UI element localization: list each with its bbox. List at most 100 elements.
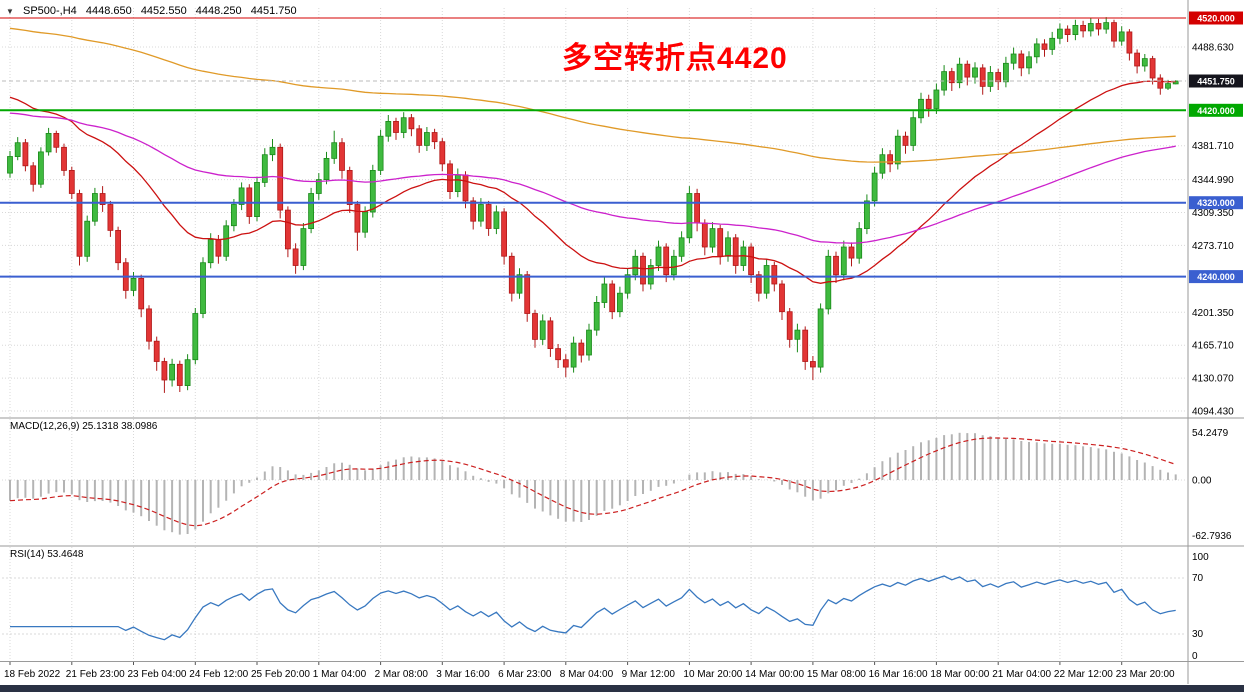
candle-up	[516, 274, 523, 294]
rsi-axis-label: 100	[1192, 552, 1209, 563]
candle-up	[300, 228, 307, 266]
candle-up	[709, 228, 716, 248]
candle-up	[261, 154, 268, 183]
candle-up	[130, 277, 137, 291]
candle-up	[817, 308, 824, 368]
candle-up	[493, 211, 500, 229]
candle-down	[284, 209, 291, 250]
price-axis-label: 4488.630	[1192, 43, 1234, 54]
price-axis-label: 4094.430	[1192, 407, 1234, 418]
price-badge-hline-blue	[1189, 270, 1243, 284]
candle-down	[1041, 43, 1048, 50]
candle-down	[663, 246, 670, 276]
candle-up	[1118, 31, 1125, 42]
candle-up	[1049, 37, 1056, 50]
candle-down	[1126, 31, 1133, 54]
candle-down	[925, 98, 932, 109]
candle-down	[277, 146, 284, 211]
time-axis-label: 15 Mar 08:00	[807, 669, 866, 680]
ma-fast-red	[9, 80, 1176, 284]
candle-up	[632, 255, 639, 276]
time-axis-label: 16 Mar 16:00	[869, 669, 928, 680]
price-badge-label: 4240.000	[1197, 272, 1235, 282]
price-badge-label: 4320.000	[1197, 198, 1235, 208]
candle-up	[647, 265, 654, 285]
candle-up	[864, 200, 870, 229]
candle-down	[771, 265, 778, 285]
candle-up	[686, 193, 693, 239]
window-bottom-bar	[0, 685, 1244, 692]
candle-down	[547, 320, 554, 349]
time-axis-label: 21 Mar 04:00	[992, 669, 1051, 680]
candle-up	[377, 135, 384, 171]
candle-down	[1149, 58, 1156, 79]
candle-up	[1033, 43, 1040, 58]
candle-down	[354, 204, 361, 233]
rsi-axis-label: 0	[1192, 651, 1198, 662]
candle-up	[369, 169, 376, 213]
time-axis-label: 8 Mar 04:00	[560, 669, 614, 680]
candle-down	[786, 311, 793, 340]
candle-up	[230, 204, 237, 227]
candle-up	[539, 320, 546, 340]
candle-up	[223, 225, 230, 257]
candle-up	[184, 359, 191, 387]
candle-down	[717, 228, 724, 257]
chart-annotation-text[interactable]: 多空转折点4420	[562, 42, 788, 75]
candle-down	[694, 193, 700, 224]
candle-down	[1064, 28, 1071, 36]
candle-down	[393, 121, 399, 133]
price-axis-label: 4130.070	[1192, 374, 1234, 385]
candle-down	[292, 248, 299, 266]
candle-down	[339, 142, 345, 171]
macd-axis-label: -62.7936	[1192, 531, 1232, 542]
candle-up	[192, 313, 199, 361]
candle-down	[948, 71, 955, 84]
candle-up	[38, 151, 44, 185]
time-axis-label: 25 Feb 20:00	[251, 669, 310, 680]
candle-down	[76, 193, 83, 257]
candle-up	[617, 292, 623, 313]
candle-up	[763, 265, 770, 294]
price-badge-label: 4420.000	[1197, 106, 1235, 116]
candle-down	[578, 342, 585, 356]
candle-down	[802, 329, 809, 362]
candle-up	[308, 193, 315, 229]
candle-down	[439, 141, 446, 165]
candle-down	[30, 165, 37, 185]
price-badge-label: 4520.000	[1197, 14, 1235, 24]
candle-up	[207, 239, 214, 264]
candle-up	[794, 329, 801, 340]
candle-down	[810, 361, 816, 368]
symbol-marker-icon: ▼	[6, 7, 14, 16]
candle-down	[964, 63, 971, 78]
symbol-period-label: SP500-,H4	[22, 5, 77, 17]
candle-down	[22, 142, 29, 167]
candle-down	[532, 313, 538, 340]
candle-up	[671, 255, 677, 276]
candle-down	[501, 211, 508, 257]
candle-up	[586, 329, 592, 356]
candle-down	[1134, 52, 1140, 67]
price-axis-label: 4201.350	[1192, 308, 1234, 319]
ma-slow-orange	[9, 27, 1176, 163]
candle-down	[609, 283, 616, 313]
macd-signal-line	[9, 437, 1176, 527]
candle-up	[84, 220, 91, 257]
candle-up	[840, 246, 847, 276]
ma-mid-magenta	[9, 112, 1176, 244]
candle-up	[1026, 56, 1032, 69]
candle-down	[161, 361, 168, 381]
macd-histogram	[9, 432, 1177, 535]
time-axis-label: 2 Mar 08:00	[375, 669, 429, 680]
candle-up	[1057, 28, 1063, 39]
rsi-axis-label: 70	[1192, 573, 1204, 584]
candle-down	[99, 193, 106, 206]
price-axis-label: 4273.710	[1192, 241, 1234, 252]
candle-down	[555, 348, 561, 361]
time-axis-label: 6 Mar 23:00	[498, 669, 552, 680]
close-value: 4451.750	[250, 5, 297, 17]
candle-up	[454, 174, 461, 193]
